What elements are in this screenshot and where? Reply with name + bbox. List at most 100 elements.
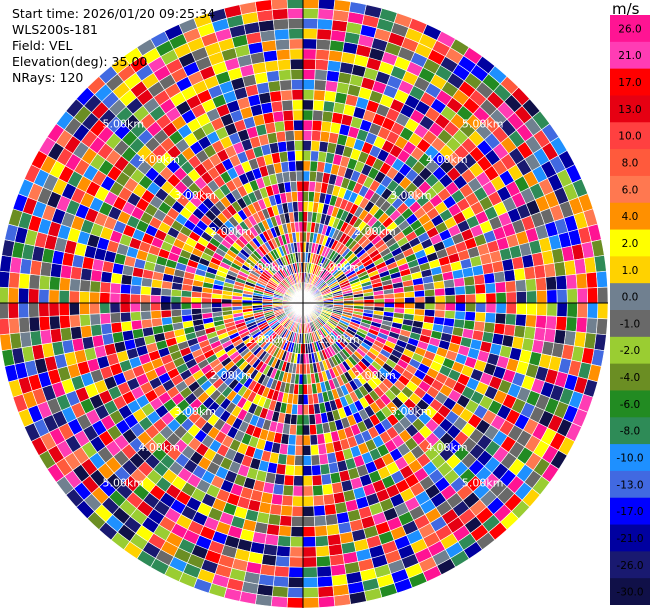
velocity-gate — [8, 317, 21, 335]
velocity-gate — [393, 292, 405, 299]
velocity-gate — [302, 89, 315, 101]
velocity-gate — [285, 140, 296, 152]
velocity-gate — [201, 302, 212, 309]
velocity-gate — [296, 180, 304, 192]
velocity-gate — [288, 38, 304, 50]
velocity-gate — [140, 285, 152, 296]
velocity-gate — [493, 270, 506, 284]
velocity-gate — [48, 315, 61, 330]
colorbar-tick-label: -10.0 — [616, 453, 643, 465]
velocity-gate — [140, 294, 152, 304]
velocity-gate — [383, 293, 395, 300]
velocity-gate — [283, 119, 295, 132]
velocity-gate — [473, 274, 486, 286]
velocity-gate — [302, 119, 313, 131]
velocity-gate — [293, 211, 300, 223]
velocity-gate — [130, 319, 143, 331]
velocity-gate — [306, 383, 313, 395]
velocity-gate — [288, 566, 304, 578]
velocity-gate — [129, 302, 141, 313]
velocity-gate — [302, 28, 318, 40]
colorbar-swatch — [610, 283, 650, 311]
velocity-gate — [586, 287, 599, 304]
velocity-gate — [293, 129, 304, 141]
velocity-gate — [324, 80, 339, 93]
velocity-gate — [302, 0, 320, 9]
velocity-gate — [296, 414, 304, 426]
velocity-gate — [302, 546, 317, 558]
velocity-gate — [110, 272, 123, 285]
velocity-gate — [593, 333, 607, 352]
velocity-gate — [120, 320, 133, 332]
colorbar-swatch — [610, 310, 650, 338]
velocity-gate — [211, 306, 223, 313]
instrument-label: WLS200s-181 — [12, 22, 98, 37]
velocity-gate — [18, 272, 31, 289]
velocity-gate — [315, 38, 331, 51]
velocity-gate — [585, 271, 598, 289]
velocity-gate — [556, 288, 568, 304]
colorbar-swatch — [610, 175, 650, 204]
velocity-gate — [170, 309, 182, 318]
velocity-gate — [262, 543, 278, 557]
velocity-gate — [288, 170, 297, 182]
velocity-gate — [302, 536, 317, 548]
velocity-gate — [59, 277, 71, 292]
velocity-gate — [302, 99, 314, 111]
velocity-gate — [190, 302, 202, 310]
colorbar-swatch — [610, 202, 650, 231]
velocity-gate — [533, 264, 546, 279]
velocity-gate — [314, 535, 329, 547]
velocity-gate — [7, 302, 20, 319]
colorbar-swatch — [610, 256, 650, 284]
velocity-gate — [7, 287, 20, 304]
velocity-gate — [271, 585, 289, 598]
velocity-gate — [261, 39, 277, 53]
colorbar-swatch — [610, 149, 650, 177]
velocity-gate — [302, 394, 309, 405]
velocity-gate — [566, 288, 578, 304]
colorbar-swatch — [610, 229, 650, 257]
velocity-gate — [99, 292, 111, 304]
velocity-gate — [266, 70, 280, 83]
velocity-gate — [294, 454, 304, 466]
velocity-gate — [317, 8, 335, 21]
velocity-gate — [321, 483, 334, 496]
velocity-gate — [318, 453, 329, 466]
velocity-gate — [333, 0, 352, 13]
velocity-gate — [302, 383, 309, 395]
velocity-gate — [264, 533, 279, 546]
velocity-gate — [58, 302, 70, 317]
velocity-gate — [70, 326, 83, 340]
velocity-gate — [315, 48, 330, 61]
velocity-gate — [302, 444, 312, 456]
velocity-gate — [328, 49, 344, 63]
velocity-gate — [287, 160, 297, 172]
velocity-gate — [555, 315, 568, 331]
velocity-gate — [302, 170, 311, 182]
velocity-gate — [493, 322, 506, 336]
velocity-gate — [313, 515, 327, 527]
velocity-gate — [49, 262, 63, 278]
velocity-gate — [211, 302, 223, 309]
velocity-gate — [272, 575, 289, 588]
velocity-gate — [326, 523, 340, 536]
range-ring-label: 3.00km — [174, 405, 216, 418]
velocity-gate — [505, 302, 517, 315]
nrays-label: NRays: 120 — [12, 70, 84, 85]
velocity-gate — [201, 297, 212, 304]
velocity-gate — [546, 289, 558, 304]
range-ring-label: 4.00km — [138, 153, 180, 166]
velocity-gate — [545, 276, 558, 291]
velocity-gate — [295, 160, 304, 172]
velocity-gate — [89, 291, 101, 304]
velocity-gate — [261, 553, 277, 567]
velocity-gate — [312, 109, 324, 122]
velocity-gate — [444, 310, 456, 320]
velocity-gate — [302, 434, 311, 446]
velocity-gate — [317, 18, 334, 31]
velocity-gate — [160, 309, 172, 319]
velocity-gate — [293, 119, 304, 131]
colorbar-tick-label: 1.0 — [622, 265, 639, 277]
